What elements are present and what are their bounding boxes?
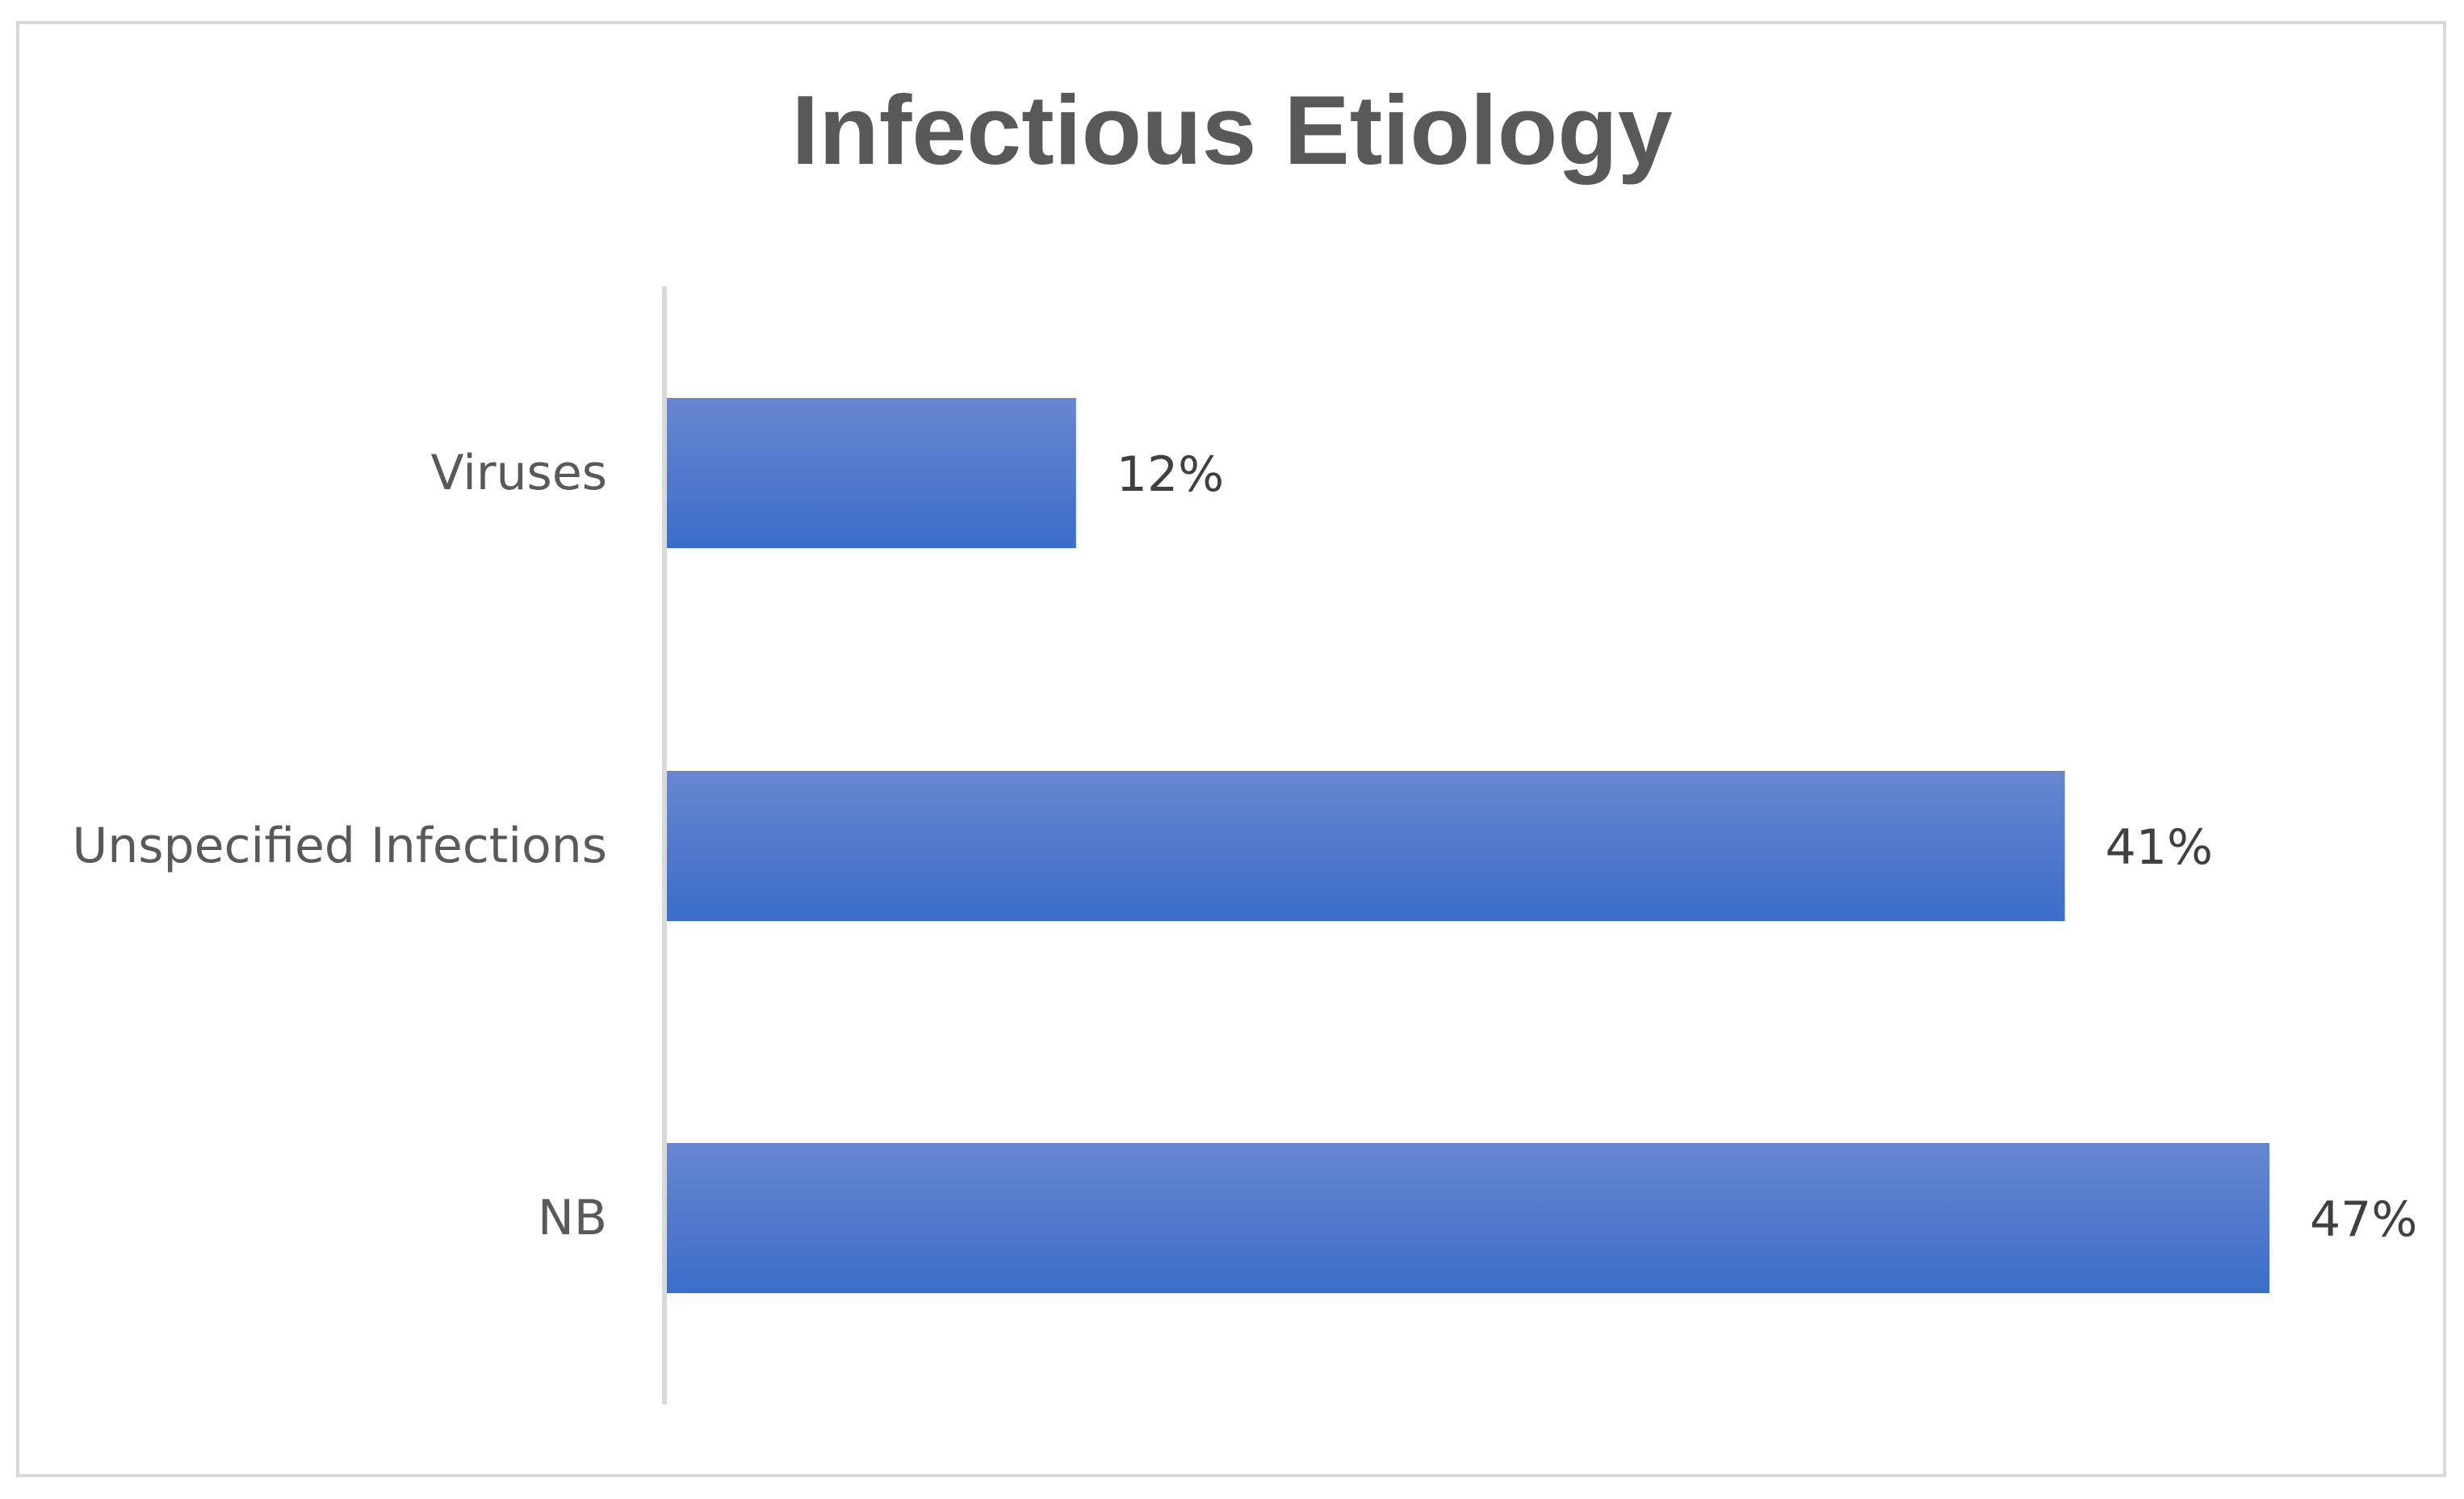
data-label: 41% bbox=[2106, 819, 2213, 876]
bars-group: Viruses 12% Unspecified Infections 41% NB 47% bbox=[72, 398, 2417, 1293]
category-label: NB bbox=[538, 1190, 607, 1246]
data-label: 47% bbox=[2310, 1191, 2417, 1248]
bar-viruses bbox=[667, 398, 1076, 548]
category-label: Unspecified Infections bbox=[72, 818, 607, 874]
data-label: 12% bbox=[1117, 446, 1224, 503]
bar-unspecified-infections bbox=[667, 771, 2065, 921]
chart-title: Infectious Etiology bbox=[791, 75, 1673, 185]
category-label: Viruses bbox=[430, 445, 607, 501]
bar-nb bbox=[667, 1143, 2269, 1293]
